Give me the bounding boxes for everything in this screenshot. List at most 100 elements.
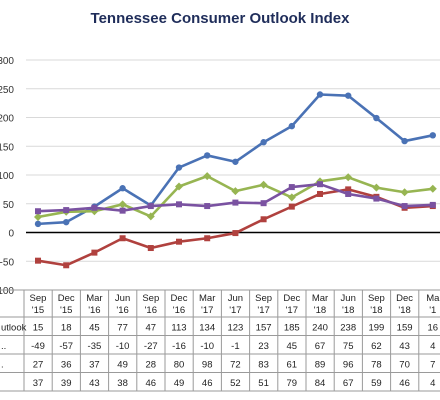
data-point — [232, 199, 239, 206]
data-point — [373, 195, 380, 202]
data-point — [401, 137, 408, 145]
data-label: 79 — [287, 378, 298, 389]
data-label: -16 — [172, 341, 186, 352]
data-label: 4 — [430, 341, 435, 352]
data-label: 59 — [371, 378, 382, 389]
data-label: 4 — [430, 378, 435, 389]
y-tick-label: 100 — [0, 286, 14, 297]
data-label: 83 — [258, 359, 269, 370]
data-point — [147, 203, 154, 210]
data-point — [175, 164, 183, 171]
data-point — [231, 187, 240, 196]
data-label: 113 — [171, 322, 186, 333]
data-label: -35 — [88, 341, 102, 352]
data-point — [204, 203, 211, 210]
data-label: 96 — [343, 359, 354, 370]
data-point — [119, 235, 126, 242]
data-label: -27 — [144, 341, 158, 352]
data-label: 78 — [371, 359, 382, 370]
data-label: 37 — [89, 359, 100, 370]
data-label: 47 — [146, 322, 157, 333]
category-label: '16 — [145, 305, 157, 316]
data-point — [91, 249, 98, 256]
data-label: 37 — [33, 378, 44, 389]
y-tick-label: 0 — [8, 229, 14, 240]
category-label: Dec — [58, 293, 75, 304]
data-point — [259, 180, 268, 189]
data-label: 43 — [399, 341, 410, 352]
data-point — [288, 122, 295, 130]
data-label: 45 — [89, 322, 100, 333]
series-name-label: .. — [1, 341, 6, 352]
data-label: -10 — [200, 341, 214, 352]
data-label: 7 — [430, 359, 435, 370]
data-point — [203, 172, 212, 181]
data-label: 38 — [117, 378, 128, 389]
category-label: '18 — [370, 305, 382, 316]
data-point — [147, 245, 154, 252]
data-label: 80 — [174, 359, 185, 370]
data-label: 62 — [371, 341, 382, 352]
data-point — [345, 190, 352, 197]
data-point — [317, 181, 323, 188]
category-label: '16 — [173, 305, 185, 316]
category-label: '17 — [257, 305, 269, 316]
data-label: 199 — [368, 322, 384, 333]
data-label: 27 — [33, 359, 44, 370]
data-point — [401, 203, 408, 210]
category-label: Mar — [312, 293, 328, 304]
data-point — [119, 185, 126, 192]
category-label: '18 — [398, 305, 410, 316]
data-label: 84 — [315, 378, 326, 389]
data-point — [288, 203, 295, 210]
data-label: 43 — [89, 378, 100, 389]
category-label: Mar — [199, 293, 215, 304]
y-tick-label: 300 — [0, 56, 14, 67]
category-label: '17 — [229, 305, 241, 316]
y-tick-label: 200 — [0, 114, 14, 125]
data-point — [232, 158, 239, 165]
data-label: 70 — [399, 359, 410, 370]
y-tick-label: -50 — [0, 257, 14, 268]
data-label: 238 — [340, 322, 356, 333]
category-label: Jun — [228, 293, 243, 304]
data-point — [288, 184, 295, 191]
category-label: '16 — [116, 305, 128, 316]
data-label: -49 — [31, 341, 45, 352]
category-label: Sep — [142, 293, 159, 304]
data-label: 51 — [258, 378, 269, 389]
data-label: 52 — [230, 378, 241, 389]
data-point — [429, 132, 436, 139]
series-name-label: . — [1, 359, 4, 370]
data-point — [428, 184, 437, 193]
data-label: 18 — [61, 322, 72, 333]
data-point — [345, 186, 352, 193]
category-label: '17 — [201, 305, 213, 316]
data-label: 49 — [174, 378, 185, 389]
data-label: 23 — [258, 341, 269, 352]
category-label: Jun — [341, 293, 356, 304]
data-point — [63, 207, 70, 214]
data-point — [260, 216, 267, 223]
data-label: 75 — [343, 341, 354, 352]
data-label: -57 — [59, 341, 73, 352]
data-point — [400, 188, 409, 197]
data-point — [62, 218, 70, 226]
data-label: 45 — [287, 341, 298, 352]
data-label: 15 — [33, 322, 44, 333]
data-point — [146, 212, 155, 221]
category-label: Mar — [86, 293, 102, 304]
data-point — [260, 139, 267, 146]
y-tick-label: 150 — [0, 142, 14, 153]
data-point — [373, 114, 380, 122]
data-point — [34, 220, 42, 228]
category-label: '18 — [314, 305, 326, 316]
data-point — [91, 204, 98, 211]
category-label: Ma — [426, 293, 440, 304]
category-label: Sep — [368, 293, 385, 304]
data-point — [118, 200, 127, 209]
data-label: 67 — [343, 378, 354, 389]
category-label: '15 — [60, 305, 72, 316]
data-point — [232, 230, 239, 237]
